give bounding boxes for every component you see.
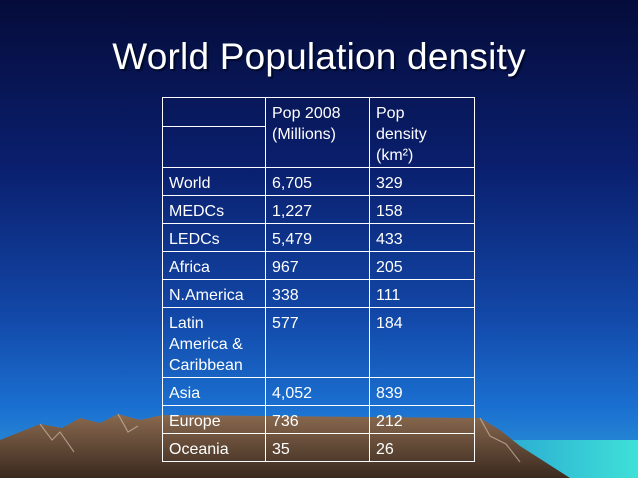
snow-ridge-lines — [39, 413, 521, 463]
table-row: Asia 4,052 839 — [162, 377, 475, 406]
header-pop-density: Pop density (km²) — [369, 97, 475, 168]
header-pop-line: Pop 2008 — [272, 105, 341, 122]
density-cell: 329 — [369, 167, 475, 196]
region-cell: MEDCs — [162, 195, 266, 224]
pop-cell: 6,705 — [265, 167, 370, 196]
pop-cell: 338 — [265, 279, 370, 308]
region-cell: Latin America & Caribbean — [162, 307, 266, 378]
pop-cell: 967 — [265, 251, 370, 280]
slide-title: World Population density — [112, 36, 526, 77]
density-cell: 839 — [369, 377, 475, 406]
density-cell: 212 — [369, 405, 475, 434]
region-line: America & — [169, 336, 243, 353]
region-cell: World — [162, 167, 266, 196]
header-pop-2008: Pop 2008 (Millions) — [265, 97, 370, 168]
region-line: Caribbean — [169, 357, 243, 374]
table-header-row: Pop 2008 (Millions) Pop density (km²) — [162, 96, 475, 168]
pop-cell: 1,227 — [265, 195, 370, 224]
table-row: N.America 338 111 — [162, 279, 475, 308]
region-cell: Oceania — [162, 433, 266, 462]
density-cell: 205 — [369, 251, 475, 280]
density-cell: 26 — [369, 433, 475, 462]
empty-header-cell — [162, 126, 266, 168]
region-cell: Europe — [162, 405, 266, 434]
pop-cell: 577 — [265, 307, 370, 378]
region-cell: Asia — [162, 377, 266, 406]
population-table: Pop 2008 (Millions) Pop density (km²) Wo… — [162, 96, 475, 462]
table-row: Europe 736 212 — [162, 405, 475, 434]
empty-header-cell — [162, 96, 266, 128]
pop-cell: 5,479 — [265, 223, 370, 252]
table-row: Oceania 35 26 — [162, 433, 475, 462]
pop-cell: 35 — [265, 433, 370, 462]
density-cell: 433 — [369, 223, 475, 252]
table-row: MEDCs 1,227 158 — [162, 195, 475, 224]
pop-cell: 736 — [265, 405, 370, 434]
region-cell: Africa — [162, 251, 266, 280]
region-line: Latin — [169, 315, 204, 332]
table-row: Africa 967 205 — [162, 251, 475, 280]
density-cell: 158 — [369, 195, 475, 224]
table-row: Latin America & Caribbean 577 184 — [162, 307, 475, 378]
table-row: World 6,705 329 — [162, 167, 475, 196]
header-pop-line: (Millions) — [272, 126, 336, 143]
header-density-line: (km²) — [376, 147, 414, 164]
region-cell: N.America — [162, 279, 266, 308]
density-cell: 184 — [369, 307, 475, 378]
region-cell: LEDCs — [162, 223, 266, 252]
pop-cell: 4,052 — [265, 377, 370, 406]
header-density-line: Pop — [376, 105, 405, 122]
density-cell: 111 — [369, 279, 475, 308]
header-density-line: density — [376, 126, 427, 143]
table-row: LEDCs 5,479 433 — [162, 223, 475, 252]
